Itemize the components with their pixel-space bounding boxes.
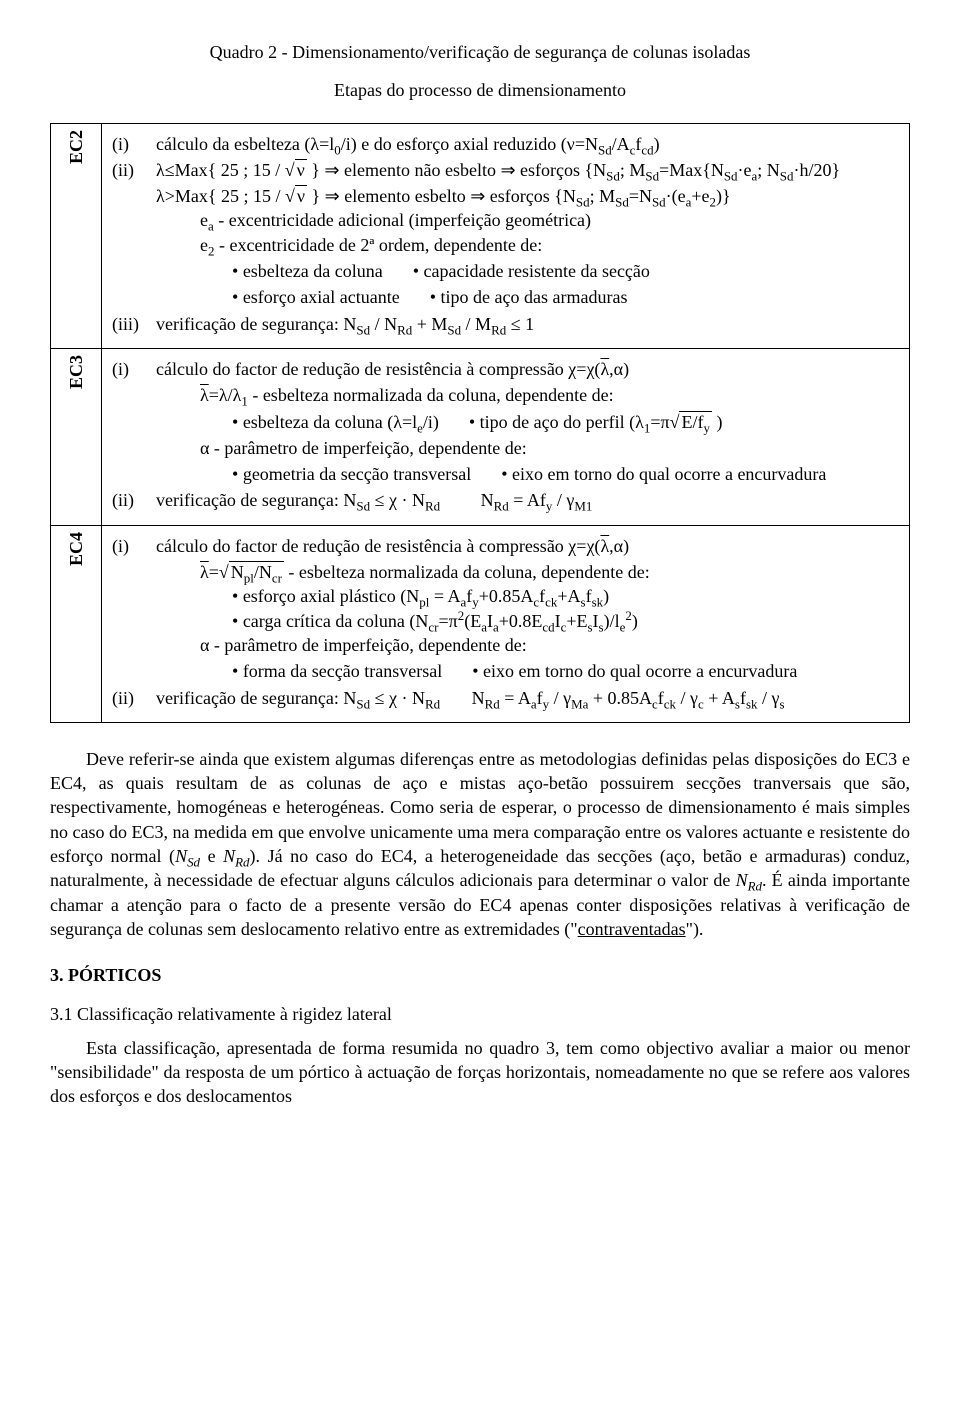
ec2-ii-line1: λ≤Max{ 25 ; 15 / √ν } ⇒ elemento não esb… bbox=[156, 158, 899, 182]
ec2-ii-2b: } ⇒ elemento esbelto ⇒ esforços {NSd; MS… bbox=[307, 186, 731, 206]
ec4-alpha-line: α - parâmetro de imperfeição, dependente… bbox=[200, 633, 899, 657]
ec3-bullet-2l: geometria da secção transversal bbox=[232, 462, 471, 486]
ec4-ii-text: verificação de segurança: NSd ≤ χ · NRd … bbox=[156, 686, 899, 710]
ec2-bullet-2l: esforço axial actuante bbox=[232, 285, 400, 309]
ec2-bullet-1l: esbelteza da coluna bbox=[232, 259, 383, 283]
ec2-ii-1a: λ≤Max{ 25 ; 15 / bbox=[156, 160, 285, 180]
ec3-ii-text: verificação de segurança: NSd ≤ χ · NRd … bbox=[156, 488, 899, 512]
ec2-ea-line: ea - excentricidade adicional (imperfeiç… bbox=[200, 208, 899, 232]
ec4-bullet-1: esforço axial plástico (Npl = Aafy+0.85A… bbox=[232, 584, 899, 608]
ec4-ii-num: (ii) bbox=[112, 686, 156, 710]
ec2-bullet-2r: tipo de aço das armaduras bbox=[430, 285, 628, 309]
ec4-i-num: (i) bbox=[112, 534, 156, 558]
ec3-bullet-2r: eixo em torno do qual ocorre a encurvadu… bbox=[501, 462, 826, 486]
ec3-label: EC3 bbox=[64, 355, 88, 389]
ec2-bullet-1r: capacidade resistente da secção bbox=[413, 259, 650, 283]
ec2-ii-num: (ii) bbox=[112, 158, 156, 182]
ec4-label: EC4 bbox=[64, 532, 88, 566]
ec2-label: EC2 bbox=[64, 130, 88, 164]
ec2-ii-1b: } ⇒ elemento não esbelto ⇒ esforços {NSd… bbox=[307, 160, 840, 180]
ec4-bullet-2: carga crítica da coluna (Ncr=π2(EaIa+0.8… bbox=[232, 609, 899, 633]
table-title: Quadro 2 - Dimensionamento/verificação d… bbox=[50, 40, 910, 64]
ec4-bullet-3l: forma da secção transversal bbox=[232, 659, 442, 683]
ec2-e2-line: e2 - excentricidade de 2ª ordem, depende… bbox=[200, 233, 899, 257]
section-3-heading: 3. PÓRTICOS bbox=[50, 963, 910, 987]
body-paragraph-1: Deve referir-se ainda que existem alguma… bbox=[50, 747, 910, 941]
ec3-bullet-1l: esbelteza da coluna (λ=le/i) bbox=[232, 410, 439, 434]
ec3-i-num: (i) bbox=[112, 357, 156, 381]
p1-nrd: NRd bbox=[223, 846, 249, 866]
ec2-ii-line2: λ>Max{ 25 ; 15 / √ν } ⇒ elemento esbelto… bbox=[156, 184, 899, 208]
ec4-lam-line: λ=√Npl/Ncr - esbelteza normalizada da co… bbox=[200, 560, 899, 584]
p1-nrd2: NRd bbox=[736, 870, 762, 890]
ec3-ii-num: (ii) bbox=[112, 488, 156, 512]
ec4-bullet-3r: eixo em torno do qual ocorre a encurvadu… bbox=[472, 659, 797, 683]
p1-part-b: e bbox=[200, 846, 223, 866]
ec2-iii-text: verificação de segurança: NSd / NRd + MS… bbox=[156, 312, 899, 336]
ec3-alpha-line: α - parâmetro de imperfeição, dependente… bbox=[200, 436, 899, 460]
ec4-i-text: cálculo do factor de redução de resistên… bbox=[156, 534, 899, 558]
p1-nsd: NSd bbox=[175, 846, 200, 866]
ec2-i-num: (i) bbox=[112, 132, 156, 156]
ec2-i-text: cálculo da esbelteza (λ=l0/i) e do esfor… bbox=[156, 132, 899, 156]
section-3-1-heading: 3.1 Classificação relativamente à rigide… bbox=[50, 1002, 910, 1026]
ec3-bullet-1r: tipo de aço do perfil (λ1=π√E/fy ) bbox=[469, 410, 723, 434]
p1-underline: contraventadas bbox=[578, 919, 686, 939]
ec3-row: EC3 (i) cálculo do factor de redução de … bbox=[51, 348, 910, 525]
quadro-2-table: Etapas do processo de dimensionamento EC… bbox=[50, 72, 910, 723]
ec2-ii-2a: λ>Max{ 25 ; 15 / bbox=[156, 186, 285, 206]
ec4-row: EC4 (i) cálculo do factor de redução de … bbox=[51, 525, 910, 722]
ec3-lam-line: λ=λ/λ1 - esbelteza normalizada da coluna… bbox=[200, 383, 899, 407]
ec3-i-text: cálculo do factor de redução de resistên… bbox=[156, 357, 899, 381]
ec2-row: EC2 (i) cálculo da esbelteza (λ=l0/i) e … bbox=[51, 123, 910, 348]
table-subtitle: Etapas do processo de dimensionamento bbox=[61, 78, 900, 102]
p1-part-e: "). bbox=[686, 919, 704, 939]
ec2-iii-num: (iii) bbox=[112, 312, 156, 336]
body-paragraph-2: Esta classificação, apresentada de forma… bbox=[50, 1036, 910, 1109]
